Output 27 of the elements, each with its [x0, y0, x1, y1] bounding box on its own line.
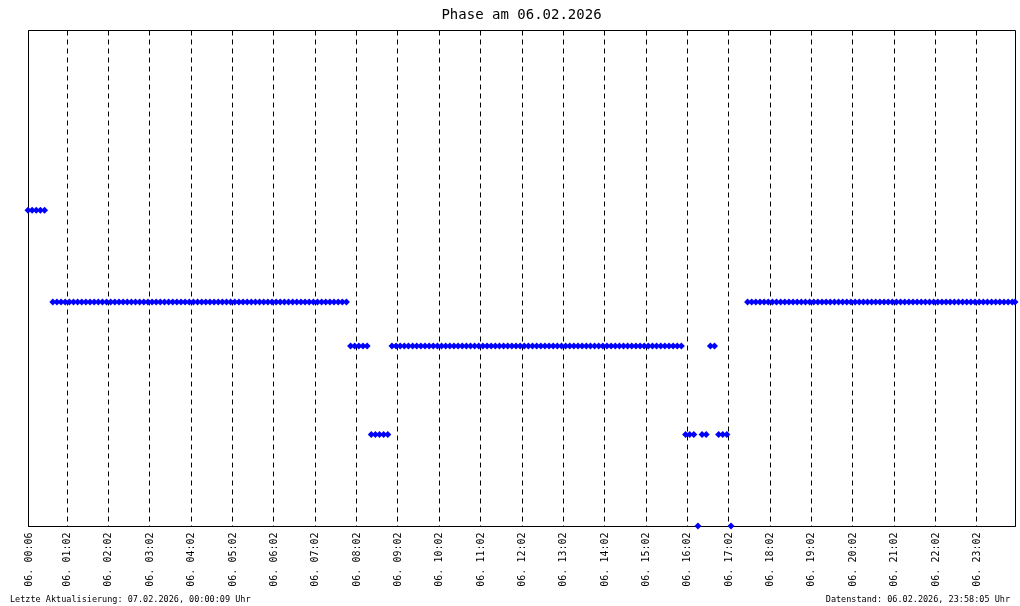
x-tick-label: 06. 11:02: [474, 532, 486, 587]
x-tick-label: 06. 21:02: [888, 532, 900, 587]
x-tick-label: 06. 07:02: [309, 532, 321, 587]
text: Letzte Aktualisierung: 07.02.2026, 00:00:09 Uhr: [10, 594, 251, 604]
x-tick-label: 06. 23:02: [970, 532, 982, 587]
x-tick-label: 06. 13:02: [557, 532, 569, 587]
chart-title: Phase am 06.02.2026: [441, 6, 602, 22]
x-tick-label: 06. 06:02: [267, 532, 279, 587]
x-tick-label: 06. 05:02: [226, 532, 238, 587]
x-tick-label: 06. 18:02: [764, 532, 776, 587]
text: Datenstand: 06.02.2026, 23:58:05 Uhr: [825, 594, 1010, 604]
x-tick-label: 06. 12:02: [516, 532, 527, 587]
x-tick-label: 06. 19:02: [805, 532, 817, 587]
x-tick-label: 06. 00:06: [22, 532, 34, 587]
x-tick-label: 06. 08:02: [350, 532, 362, 587]
x-tick-label: 06. 02:02: [102, 532, 114, 587]
x-tick-label: 06. 14:02: [598, 532, 610, 587]
x-tick-label: 06. 03:02: [143, 532, 155, 587]
x-tick-label: 06. 22:02: [929, 532, 941, 587]
x-tick-label: 06. 01:02: [61, 532, 73, 587]
x-tick-label: 06. 04:02: [185, 532, 197, 587]
x-tick-label: 06. 09:02: [391, 532, 403, 587]
x-tick-label: 06. 17:02: [722, 532, 734, 587]
x-tick-label: 06. 10:02: [433, 532, 445, 587]
x-tick-label: 06. 15:02: [640, 532, 652, 587]
x-tick-label: 06. 16:02: [681, 532, 693, 587]
x-tick-label: 06. 20:02: [846, 532, 858, 587]
